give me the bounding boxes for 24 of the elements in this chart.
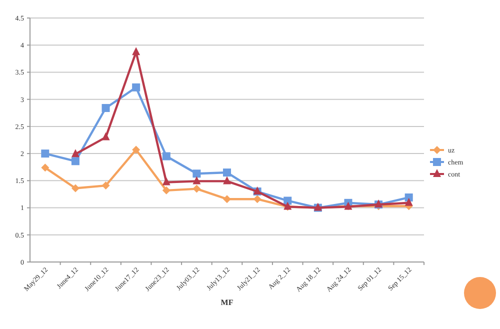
point: [102, 132, 110, 140]
point: [253, 195, 262, 204]
point: [132, 83, 140, 92]
point: [223, 176, 231, 184]
point: [192, 170, 201, 178]
point: [404, 198, 413, 206]
point: [132, 146, 140, 154]
point: [71, 184, 80, 192]
point: [71, 149, 80, 158]
point: [41, 150, 50, 158]
point: [41, 164, 50, 172]
point: [162, 186, 170, 194]
point: [132, 47, 140, 56]
x-axis-title: MF: [220, 298, 234, 307]
point: [223, 168, 231, 177]
point: [102, 182, 110, 190]
point: [162, 177, 170, 186]
point: [162, 152, 170, 160]
point: [71, 157, 80, 166]
point: [192, 184, 201, 193]
point: [284, 196, 292, 205]
point: [192, 176, 201, 184]
point: [102, 104, 110, 112]
point: [223, 195, 231, 204]
